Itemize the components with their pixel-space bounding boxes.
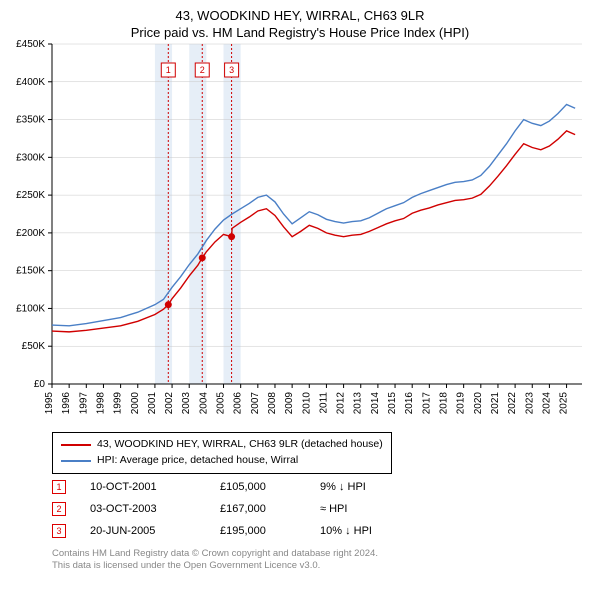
y-tick-label: £200K	[16, 228, 45, 239]
sales-table: 1 10-OCT-2001£105,0009% ↓ HPI 2 03-OCT-2003…	[52, 476, 440, 542]
chart-container: 43, WOODKIND HEY, WIRRAL, CH63 9LR Price…	[0, 0, 600, 590]
title-block: 43, WOODKIND HEY, WIRRAL, CH63 9LR Price…	[0, 0, 600, 40]
shaded-band	[155, 44, 172, 384]
title-address: 43, WOODKIND HEY, WIRRAL, CH63 9LR	[0, 8, 600, 23]
x-tick-label: 1998	[95, 392, 106, 415]
sale-marker-number: 1	[166, 65, 171, 75]
x-tick-label: 2010	[301, 392, 312, 415]
legend-swatch	[61, 460, 91, 462]
sale-marker-number: 3	[229, 65, 234, 75]
x-tick-label: 2024	[541, 392, 552, 415]
y-tick-label: £150K	[16, 266, 45, 277]
sales-row: 3 20-JUN-2005£195,00010% ↓ HPI	[52, 520, 440, 542]
x-tick-label: 2015	[387, 392, 398, 415]
sales-marker-box: 3	[52, 524, 66, 538]
x-tick-label: 2007	[250, 392, 261, 415]
x-tick-label: 2019	[456, 392, 467, 415]
x-tick-label: 2009	[284, 392, 295, 415]
x-tick-label: 2016	[404, 392, 415, 415]
chart-area: £0 £50K £100K £150K £200K £250K £300K £350K £400…	[0, 40, 600, 430]
footnote-line2: This data is licensed under the Open Gov…	[52, 560, 588, 572]
x-tick-label: 2000	[130, 392, 141, 415]
sales-date: 20-JUN-2005	[90, 525, 220, 537]
sales-marker-box: 1	[52, 480, 66, 494]
sales-row: 1 10-OCT-2001£105,0009% ↓ HPI	[52, 476, 440, 498]
y-tick-label: £400K	[16, 77, 45, 88]
x-tick-label: 2021	[490, 392, 501, 415]
x-tick-label: 2013	[353, 392, 364, 415]
sales-date: 03-OCT-2003	[90, 503, 220, 515]
sales-hpi: ≈ HPI	[320, 503, 440, 515]
sales-price: £105,000	[220, 481, 320, 493]
x-tick-label: 2006	[233, 392, 244, 415]
x-tick-label: 2018	[438, 392, 449, 415]
sales-hpi: 10% ↓ HPI	[320, 525, 440, 537]
sales-hpi: 9% ↓ HPI	[320, 481, 440, 493]
x-tick-label: 1999	[113, 392, 124, 415]
y-tick-label: £350K	[16, 115, 45, 126]
sales-date: 10-OCT-2001	[90, 481, 220, 493]
sales-row: 2 03-OCT-2003£167,000≈ HPI	[52, 498, 440, 520]
legend: 43, WOODKIND HEY, WIRRAL, CH63 9LR (deta…	[52, 432, 392, 474]
x-tick-label: 2020	[473, 392, 484, 415]
sale-dot	[228, 233, 235, 240]
x-tick-label: 2022	[507, 392, 518, 415]
title-subtitle: Price paid vs. HM Land Registry's House …	[0, 25, 600, 40]
footnote-line1: Contains HM Land Registry data © Crown c…	[52, 548, 588, 560]
sale-dot	[165, 301, 172, 308]
legend-row: 43, WOODKIND HEY, WIRRAL, CH63 9LR (deta…	[61, 437, 383, 453]
x-tick-label: 2014	[370, 392, 381, 415]
x-tick-label: 2012	[336, 392, 347, 415]
x-tick-label: 2025	[559, 392, 570, 415]
x-tick-label: 2005	[216, 392, 227, 415]
legend-row: HPI: Average price, detached house, Wirr…	[61, 453, 383, 469]
x-tick-label: 2002	[164, 392, 175, 415]
legend-label: 43, WOODKIND HEY, WIRRAL, CH63 9LR (deta…	[97, 437, 383, 453]
shaded-band	[189, 44, 206, 384]
x-tick-label: 2003	[181, 392, 192, 415]
x-tick-label: 2008	[267, 392, 278, 415]
x-tick-label: 1997	[78, 392, 89, 415]
series-line	[52, 131, 575, 332]
y-tick-label: £450K	[16, 40, 45, 50]
x-tick-label: 2001	[147, 392, 158, 415]
chart-svg: £0 £50K £100K £150K £200K £250K £300K £350K £400…	[0, 40, 600, 430]
y-tick-label: £0	[34, 379, 46, 390]
legend-swatch	[61, 444, 91, 446]
x-tick-label: 2011	[318, 392, 329, 414]
sale-marker-number: 2	[200, 65, 205, 75]
y-tick-label: £250K	[16, 190, 45, 201]
footnote: Contains HM Land Registry data © Crown c…	[52, 548, 588, 573]
x-tick-label: 2023	[524, 392, 535, 415]
y-tick-label: £300K	[16, 152, 45, 163]
y-tick-label: £100K	[16, 303, 45, 314]
x-tick-label: 2017	[421, 392, 432, 415]
y-tick-label: £50K	[22, 341, 46, 352]
x-tick-label: 1995	[44, 392, 55, 415]
sale-dot	[199, 254, 206, 261]
sales-price: £167,000	[220, 503, 320, 515]
x-tick-label: 2004	[198, 392, 209, 415]
sales-price: £195,000	[220, 525, 320, 537]
series-line	[52, 104, 575, 325]
x-tick-label: 1996	[61, 392, 72, 415]
sales-marker-box: 2	[52, 502, 66, 516]
legend-label: HPI: Average price, detached house, Wirr…	[97, 453, 298, 469]
